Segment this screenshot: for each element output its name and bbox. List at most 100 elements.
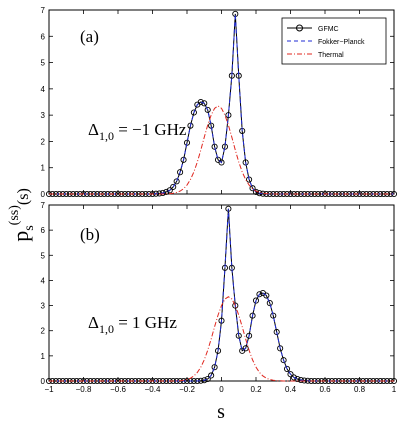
panel-b-x-tick-label: 0: [219, 385, 224, 394]
legend-box: [281, 17, 387, 65]
y-axis-label-main: p: [8, 231, 33, 242]
panel-b-annotation: Δ1,0 = 1 GHz: [88, 313, 177, 336]
panel-a-series-gfmc-point: [197, 98, 204, 106]
panel-b-annotation-sub: 1,0: [99, 322, 114, 336]
panel-b-x-tick-label: 0.2: [250, 385, 262, 394]
panel-b-series-gfmc-point: [283, 365, 291, 372]
legend-entry-gfmc: GFMC: [287, 24, 339, 33]
panel-b-series-gfmc-point: [208, 372, 215, 379]
panel-b-series-gfmc-point: [211, 364, 218, 371]
panel-a-series-gfmc-point: [190, 109, 197, 116]
x-axis-label: s: [217, 401, 225, 423]
panel-b: −1 −0.8 −0.6 −0.4 −0.2 0 0.2 0.4 0.6 0.8 1 0 1 2 3 4 5 6 7…: [41, 201, 398, 394]
panel-a-series-gfmc-point: [170, 183, 177, 190]
panel-a-series-gfmc-point: [201, 100, 208, 107]
legend-thermal-label: Thermal: [318, 52, 344, 59]
panel-a-series-gfmc-point: [249, 185, 256, 192]
panel-a-annotation-value: = −1 GHz: [114, 120, 187, 139]
panel-a-series-gfmc-point: [180, 156, 187, 163]
panel-b-x-tick-label: 0.4: [285, 385, 297, 394]
panel-a-y-tick-label: 4: [41, 85, 46, 94]
panel-b-series-gfmc-point: [294, 375, 301, 383]
panel-a-series-gfmc-point: [177, 169, 184, 176]
panel-b-annotation-delta: Δ: [88, 313, 99, 332]
panel-b-series-gfmc-point: [287, 371, 294, 378]
panel-a-series-gfmc-point: [159, 189, 166, 196]
panel-b-y-tick-label: 2: [41, 327, 46, 336]
panel-a-annotation-delta: Δ: [88, 120, 99, 139]
panel-b-y-tick-label: 7: [41, 201, 46, 210]
legend-entry-fokker-planck: Fokker−Planck: [287, 39, 365, 46]
panel-b-series-gfmc-point: [277, 345, 284, 352]
panel-a-series-gfmc-point: [118, 190, 125, 198]
panel-b-series-gfmc-point: [256, 291, 263, 298]
legend: GFMC Fokker−Planck Thermal: [281, 17, 387, 65]
panel-a-y-tick-label: 7: [41, 6, 46, 15]
panel-a: 0 1 2 3 4 5 6 7 (a) Δ1,0 = −1 GHz GFMC Fokker−P…: [41, 6, 398, 199]
panel-a-series-gfmc-point: [183, 139, 191, 146]
panel-b-series-gfmc-point: [266, 300, 273, 307]
panel-b-series-thermal-line: [49, 296, 394, 382]
panel-b-series-gfmc-point: [280, 357, 287, 364]
panel-b-y-tick-label: 4: [41, 276, 46, 285]
panel-b-series-gfmc-point: [232, 302, 239, 309]
y-axis-label-text: ps(ss)(s): [7, 188, 37, 242]
panel-a-y-tick-label: 0: [41, 190, 46, 199]
panel-a-plot-area: [45, 10, 398, 198]
y-axis-label: ps(ss)(s): [7, 188, 37, 242]
panel-b-series-gfmc-point: [252, 297, 260, 304]
y-axis-label-sub: s: [22, 225, 37, 230]
panel-b-y-tick-label: 5: [41, 251, 46, 260]
panel-b-y-tick-label: 1: [41, 352, 46, 361]
y-axis-label-arg: (s): [15, 188, 32, 205]
panel-b-annotation-value: = 1 GHz: [114, 313, 177, 332]
panel-b-series-gfmc-point: [246, 332, 253, 339]
legend-fokker-planck-label: Fokker−Planck: [318, 39, 365, 46]
panel-a-label: (a): [80, 27, 99, 46]
panel-a-series-gfmc-point: [242, 159, 249, 166]
y-axis-label-super: (ss): [7, 205, 22, 226]
panel-a-y-tick-label: 3: [41, 111, 46, 120]
panel-b-x-tick-label: −0.2: [179, 385, 195, 394]
panel-b-series-gfmc-point: [263, 292, 270, 299]
panel-a-series-thermal-line: [49, 105, 394, 195]
panel-a-series-gfmc-point: [246, 176, 253, 183]
panel-b-label: (b): [80, 225, 100, 244]
panel-a-y-tick-label: 2: [41, 137, 46, 146]
panel-a-series-gfmc-point: [218, 159, 225, 166]
panel-b-x-tick-label: 0.6: [319, 385, 331, 394]
panel-b-ticks: −1 −0.8 −0.6 −0.4 −0.2 0 0.2 0.4 0.6 0.8 1 0 1 2 3 4 5 6 7: [41, 201, 397, 394]
panel-a-ticks: 0 1 2 3 4 5 6 7: [41, 6, 395, 199]
legend-entry-thermal: Thermal: [287, 52, 344, 59]
panel-a-annotation: Δ1,0 = −1 GHz: [88, 120, 187, 143]
panel-b-x-tick-label: 0.8: [354, 385, 366, 394]
legend-gfmc-marker: [296, 24, 303, 32]
panel-b-series-gfmc-point: [204, 375, 211, 383]
panel-a-series-gfmc-point: [187, 122, 194, 129]
panel-b-plot-area: [45, 205, 398, 385]
panel-a-y-tick-label: 1: [41, 164, 46, 173]
panel-b-frame: [48, 204, 395, 382]
panel-b-series-gfmc-point: [249, 312, 256, 319]
panel-b-x-tick-label: −1: [44, 385, 54, 394]
panel-a-annotation-sub: 1,0: [99, 129, 114, 143]
panel-a-y-tick-label: 5: [41, 59, 46, 68]
panel-b-x-tick-label: −0.6: [110, 385, 126, 394]
panel-b-x-tick-label: −0.8: [76, 385, 92, 394]
panel-b-y-tick-label: 3: [41, 302, 46, 311]
legend-gfmc-label: GFMC: [318, 26, 339, 33]
panel-b-y-tick-label: 0: [41, 377, 46, 386]
panel-b-series-gfmc-point: [201, 377, 208, 384]
panel-a-series-gfmc-point: [163, 188, 170, 195]
panel-b-x-tick-label: 1: [392, 385, 397, 394]
panel-b-y-tick-label: 6: [41, 226, 46, 235]
panel-a-series-gfmc-point: [204, 106, 211, 113]
panel-b-series-gfmc-point: [118, 377, 125, 385]
panel-b-series-gfmc-point: [242, 345, 249, 352]
panel-a-y-tick-label: 6: [41, 32, 46, 41]
panel-b-series-gfmc-point: [270, 312, 277, 319]
panel-a-series-gfmc-point: [225, 112, 232, 119]
panel-a-series-gfmc-point: [173, 178, 180, 185]
panel-b-x-tick-label: −0.4: [145, 385, 161, 394]
